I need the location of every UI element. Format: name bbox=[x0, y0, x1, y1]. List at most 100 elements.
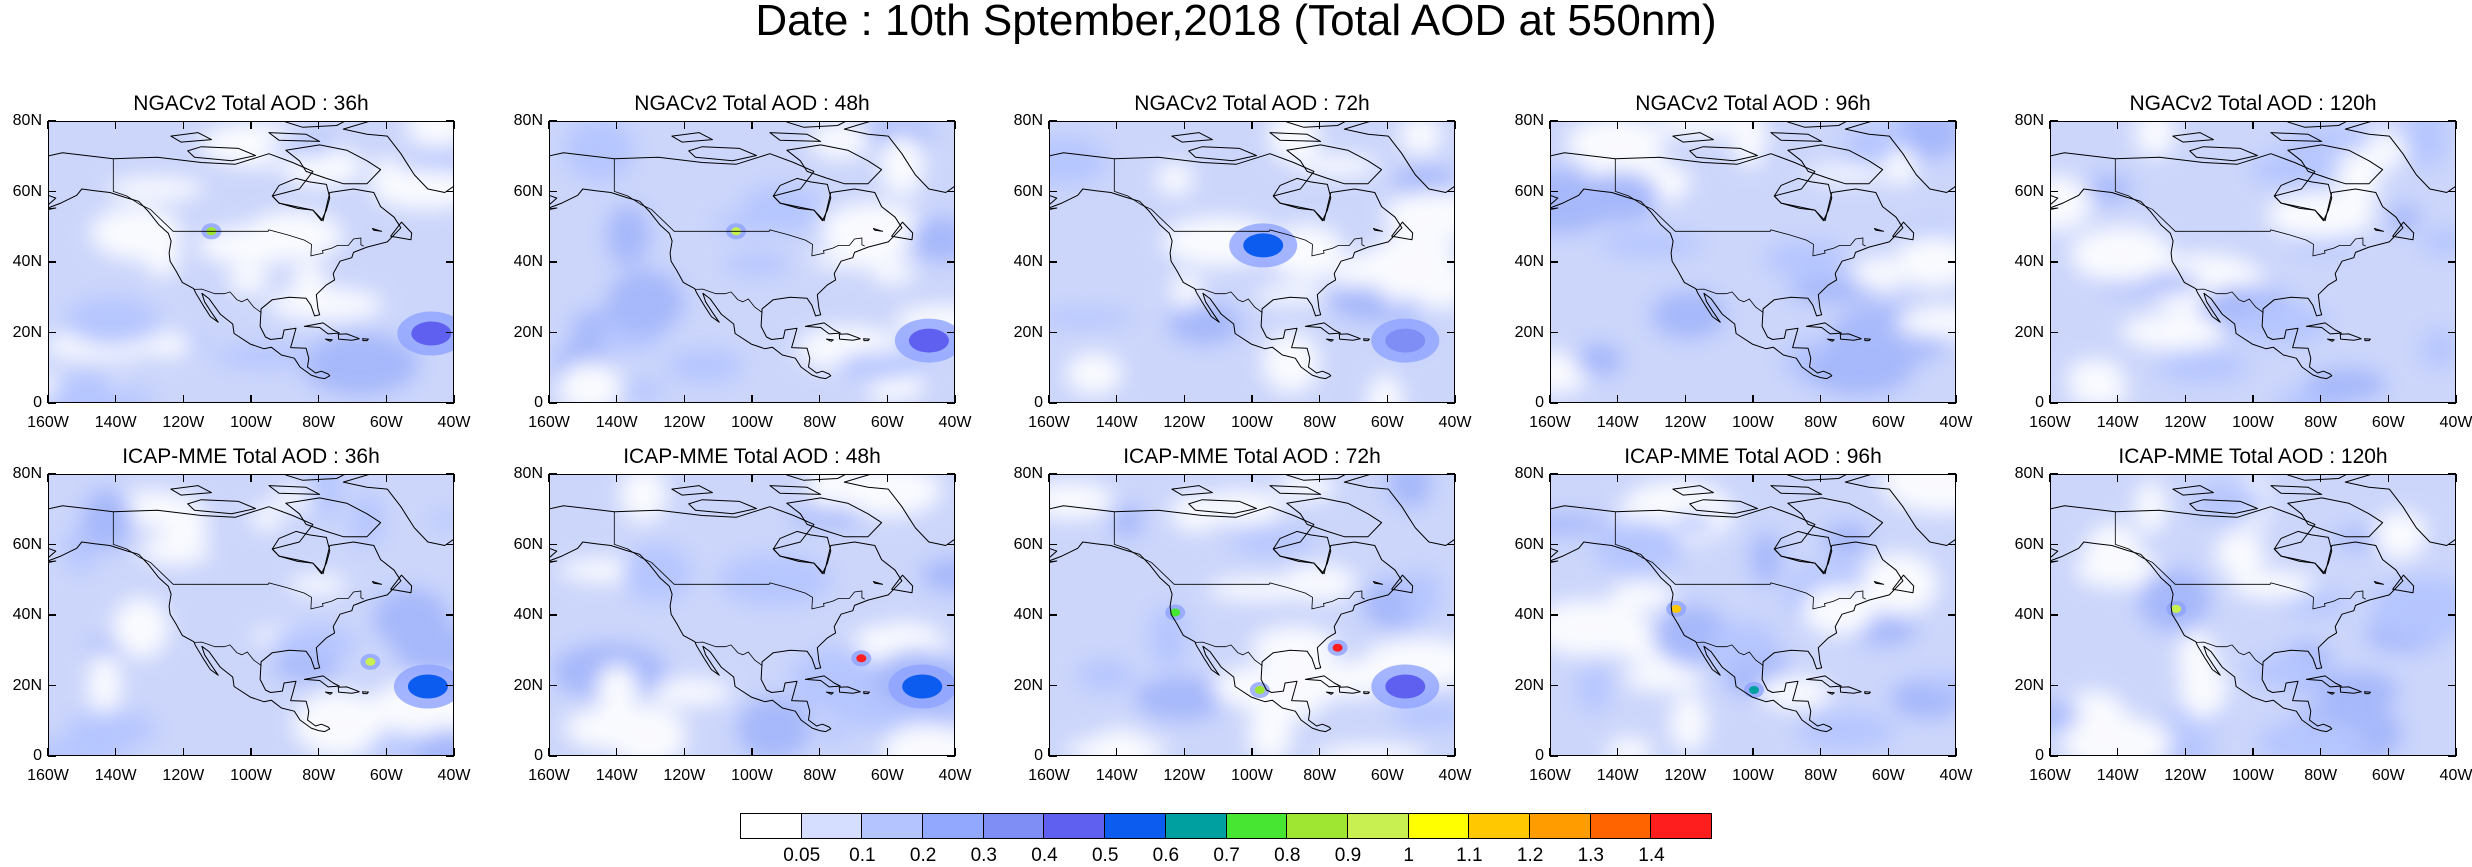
colorbar-box bbox=[740, 813, 802, 839]
x-tick-label: 100W bbox=[2232, 767, 2274, 784]
x-tick bbox=[1454, 474, 1456, 482]
aod-patch bbox=[293, 690, 384, 755]
x-tick bbox=[1048, 395, 1050, 403]
y-tick-label: 80N bbox=[12, 465, 42, 482]
aod-patch bbox=[2233, 302, 2329, 346]
x-tick bbox=[1318, 474, 1321, 482]
aod-patch bbox=[558, 362, 622, 402]
figure-title: Date : 10th Sptember,2018 (Total AOD at … bbox=[755, 0, 1717, 45]
aod-patch bbox=[1050, 136, 1108, 185]
aod-patch bbox=[1199, 490, 1284, 525]
x-tick-label: 160W bbox=[27, 767, 69, 784]
x-tick-label: 160W bbox=[1529, 767, 1571, 784]
coastline bbox=[1787, 497, 1884, 538]
coastline bbox=[2373, 228, 2385, 232]
coastline bbox=[1171, 485, 1213, 496]
x-tick bbox=[317, 395, 320, 403]
coastline bbox=[1787, 144, 1884, 185]
coastline bbox=[1272, 530, 1332, 575]
coastline bbox=[1864, 338, 1871, 342]
x-tick-label: 80W bbox=[803, 414, 837, 431]
aod-hotspot bbox=[1749, 686, 1759, 694]
x-tick-label: 80W bbox=[1804, 414, 1838, 431]
x-tick bbox=[2116, 748, 2119, 756]
aod-patch bbox=[1110, 504, 1144, 538]
x-tick bbox=[2252, 395, 2254, 403]
coastline bbox=[2344, 475, 2455, 546]
x-tick-label: 60W bbox=[1370, 767, 1404, 784]
aod-patch bbox=[2338, 152, 2380, 209]
y-tick bbox=[2448, 473, 2456, 475]
x-tick bbox=[1454, 121, 1456, 129]
coastline bbox=[2051, 560, 2059, 563]
y-tick bbox=[2050, 120, 2058, 122]
aod-patch bbox=[139, 535, 211, 565]
country-border bbox=[1614, 158, 1866, 257]
y-tick bbox=[1447, 190, 1455, 193]
x-tick bbox=[2387, 121, 2390, 129]
y-tick bbox=[2448, 120, 2456, 122]
x-tick bbox=[1048, 474, 1050, 482]
x-tick bbox=[1819, 748, 1822, 756]
x-tick bbox=[751, 121, 753, 129]
x-tick bbox=[1549, 395, 1551, 403]
aod-hotspot bbox=[908, 328, 949, 353]
x-tick bbox=[1616, 748, 1619, 756]
x-tick bbox=[1955, 474, 1957, 482]
aod-patch bbox=[2406, 122, 2447, 169]
coastline bbox=[1338, 686, 1361, 694]
y-tick bbox=[1049, 684, 1057, 687]
coastline bbox=[1805, 675, 1842, 688]
colorbar bbox=[740, 813, 1712, 839]
map-panel: NGACv2 Total AOD : 72h 160W 140W 120W 100W 80… bbox=[1014, 92, 1472, 431]
aod-patch bbox=[1802, 585, 1876, 636]
colorbar-box bbox=[1346, 813, 1409, 839]
colorbar-box bbox=[1225, 813, 1288, 839]
x-tick bbox=[1386, 395, 1389, 403]
coastline bbox=[2051, 505, 2404, 733]
coastline bbox=[1050, 505, 1403, 733]
colorbar-label: 0.3 bbox=[970, 845, 997, 866]
country-border bbox=[2196, 641, 2264, 667]
aod-patch bbox=[1367, 374, 1403, 402]
x-tick bbox=[2319, 748, 2322, 756]
coastline bbox=[49, 152, 402, 380]
y-tick bbox=[446, 120, 454, 122]
colorbar-box bbox=[1407, 813, 1470, 839]
aod-map bbox=[549, 121, 955, 403]
colorbar-label: 0.05 bbox=[783, 845, 821, 866]
aod-patch bbox=[65, 296, 159, 346]
x-tick-label: 160W bbox=[2029, 767, 2071, 784]
coastline bbox=[1050, 560, 1058, 563]
y-tick bbox=[2050, 402, 2058, 404]
panel-title: NGACv2 Total AOD : 36h bbox=[133, 92, 369, 115]
aod-patch bbox=[429, 512, 453, 529]
y-tick bbox=[1447, 120, 1455, 122]
y-tick-label: 20N bbox=[1013, 676, 1043, 694]
x-tick bbox=[453, 748, 455, 756]
coastline bbox=[2270, 485, 2323, 495]
coastline bbox=[1372, 228, 1384, 232]
x-tick-label: 120W bbox=[2164, 767, 2207, 784]
coastline bbox=[872, 228, 884, 232]
aod-patch bbox=[606, 269, 685, 335]
aod-patch bbox=[2179, 660, 2227, 719]
x-tick bbox=[1887, 121, 1890, 129]
colorbar-box bbox=[1043, 813, 1106, 839]
x-tick bbox=[886, 395, 889, 403]
aod-patch bbox=[1853, 257, 1907, 290]
aod-patch bbox=[1575, 343, 1623, 377]
y-tick bbox=[1550, 614, 1558, 616]
y-tick-label: 0 bbox=[534, 747, 543, 764]
y-tick bbox=[1550, 755, 1558, 757]
x-tick-label: 80W bbox=[2304, 767, 2338, 784]
y-tick bbox=[48, 755, 56, 757]
x-tick-label: 80W bbox=[2304, 414, 2338, 431]
y-tick bbox=[549, 261, 557, 263]
x-tick bbox=[2184, 121, 2187, 129]
x-tick bbox=[114, 474, 117, 482]
aod-patch bbox=[2166, 731, 2214, 755]
y-tick-label: 20N bbox=[12, 676, 42, 694]
x-tick-label: 40W bbox=[1438, 414, 1472, 431]
coastline bbox=[1787, 122, 1847, 128]
